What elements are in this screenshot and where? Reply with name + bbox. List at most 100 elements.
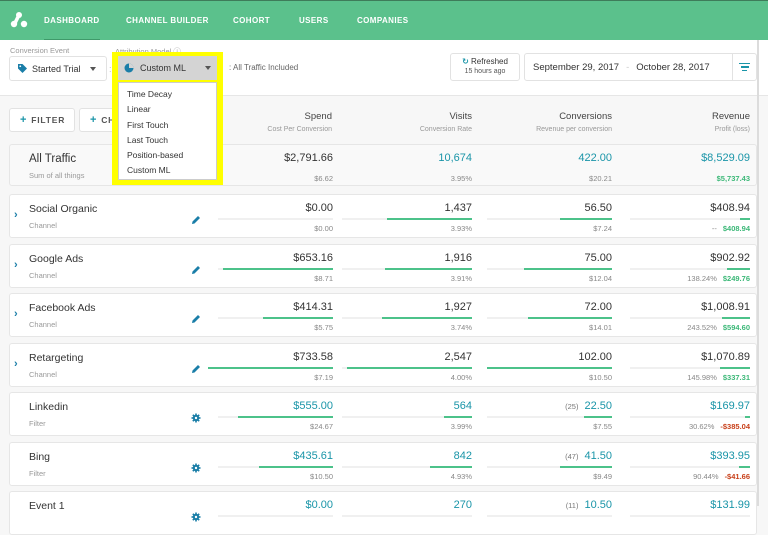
table-row[interactable]: Linkedin Filter $555.00 $24.67 564 3.99% (25) 2… (9, 392, 757, 436)
gear-icon[interactable] (191, 410, 201, 423)
expand-chevron-icon[interactable]: › (14, 357, 18, 370)
conversions-cell: (47) 41.50 $9.49 (480, 443, 612, 485)
spend-cell: $0.00 (208, 492, 333, 534)
column-header-revenue[interactable]: Revenue Profit (loss) (630, 111, 750, 133)
spend-value[interactable]: $0.00 (305, 499, 333, 511)
revenue-cell: $1,008.91 243.52% $594.60 (625, 294, 750, 336)
spend-bar (223, 267, 333, 270)
row-type: Channel (29, 270, 57, 280)
revenue-value[interactable]: $8,529.09 (701, 152, 750, 164)
tag-icon (18, 64, 27, 73)
visits-bar (430, 465, 472, 468)
spend-value: $653.16 (293, 251, 333, 264)
nav-cohort[interactable]: COHORT (233, 16, 271, 25)
bar-track (630, 515, 750, 517)
sort-menu-icon[interactable] (732, 54, 756, 80)
date-end[interactable]: October 28, 2017 (636, 61, 710, 73)
spend-cell: $555.00 $24.67 (208, 393, 333, 435)
row-name: Facebook Ads (29, 302, 96, 314)
gear-icon[interactable] (191, 509, 201, 522)
spend-value[interactable]: $435.61 (293, 449, 333, 462)
visits-bar (385, 267, 472, 270)
profit-value: $408.94 (722, 224, 750, 233)
column-subtitle: Revenue per conversion (536, 126, 612, 133)
revenue-value[interactable]: $169.97 (710, 400, 750, 412)
cost-per-conversion: $24.67 (310, 422, 333, 431)
visits-cell: 1,927 3.74% (336, 294, 472, 336)
column-header-spend[interactable]: Spend Cost Per Conversion (205, 111, 332, 133)
revenue-value[interactable]: $393.95 (710, 449, 750, 462)
conversions-cell: 422.00 $20.21 (480, 145, 612, 187)
visits-cell: 564 3.99% (336, 393, 472, 435)
add-filter-button[interactable]: + FILTER (9, 108, 75, 132)
conversions-value[interactable]: (25) 22.50 (565, 400, 612, 412)
roi-value: 90.44% (693, 471, 719, 481)
date-start[interactable]: September 29, 2017 (533, 61, 620, 73)
visits-value: 1,927 (444, 301, 472, 313)
expand-chevron-icon[interactable]: › (14, 209, 18, 221)
pencil-icon[interactable] (191, 212, 201, 224)
revenue-bar (720, 366, 750, 369)
table-row[interactable]: › Facebook Ads Channel $414.31 $5.75 1,927 3.7… (9, 293, 757, 337)
table-row[interactable]: Event 1 $0.00 270 (11) 10.50 $131.99 (9, 491, 757, 535)
column-title: Revenue (711, 111, 750, 122)
bar-track (487, 416, 612, 418)
bar-track (630, 317, 750, 319)
row-type: Filter (29, 468, 46, 478)
expand-chevron-icon[interactable]: › (14, 308, 18, 320)
conversions-value[interactable]: 422.00 (578, 152, 612, 164)
revenue-value: $1,070.89 (701, 350, 750, 363)
profit-value: $594.60 (722, 323, 750, 332)
column-header-visits[interactable]: Visits Conversion Rate (340, 111, 472, 133)
refresh-button[interactable]: ↻ Refreshed 15 hours ago (450, 53, 520, 81)
expand-chevron-icon[interactable]: › (14, 258, 18, 271)
menu-item-first-touch[interactable]: First Touch (127, 119, 169, 130)
spend-cell: $435.61 $10.50 (208, 443, 333, 485)
visits-value[interactable]: 10,674 (438, 152, 472, 164)
menu-item-time-decay[interactable]: Time Decay (127, 89, 173, 99)
pencil-icon[interactable] (191, 311, 201, 323)
spend-bar (259, 465, 333, 468)
revenue-per-conversion: $9.49 (593, 471, 612, 481)
revenue-value[interactable]: $131.99 (710, 499, 750, 511)
conversions-cell: (11) 10.50 (480, 492, 612, 534)
refresh-icon: ↻ (462, 57, 469, 66)
revenue-value: $1,008.91 (701, 301, 750, 313)
menu-item-position-based[interactable]: Position-based (127, 150, 184, 161)
menu-item-linear[interactable]: Linear (127, 104, 151, 115)
cost-per-conversion: $6.62 (314, 174, 333, 183)
row-name: Event 1 (29, 500, 65, 512)
nav-users[interactable]: USERS (299, 16, 329, 25)
conversion-event-select[interactable]: Started Trial (9, 56, 107, 81)
nav-channel-builder[interactable]: CHANNEL BUILDER (126, 16, 209, 25)
visits-value[interactable]: 564 (453, 400, 472, 412)
menu-item-custom-ml[interactable]: Custom ML (127, 165, 171, 176)
table-row[interactable]: › Retargeting Channel $733.58 $7.19 2,547 4.00… (9, 342, 757, 387)
roi-value: 30.62% (688, 422, 715, 431)
conversions-value[interactable]: (11) 10.50 (566, 499, 612, 511)
attribution-model-select[interactable]: Custom ML (118, 56, 217, 80)
nav-dashboard[interactable]: DASHBOARD (44, 16, 100, 41)
conversion-rate: 4.93% (450, 471, 472, 481)
conversions-number: 75.00 (584, 251, 612, 264)
revenue-cell: $393.95 90.44% -$41.66 (625, 443, 750, 485)
nav-companies[interactable]: COMPANIES (357, 16, 409, 25)
table-row[interactable]: › Google Ads Channel $653.16 $8.71 1,916 3.91%… (9, 243, 757, 288)
spend-value[interactable]: $555.00 (293, 400, 333, 412)
gear-icon[interactable] (191, 460, 201, 472)
top-nav: DASHBOARD CHANNEL BUILDER COHORT USERS C… (0, 0, 768, 41)
conversions-number: 41.50 (584, 449, 612, 462)
visits-value[interactable]: 270 (453, 499, 472, 511)
table-row[interactable]: Bing Filter $435.61 $10.50 842 4.93% (47) 41.50… (9, 441, 757, 486)
column-header-conversions[interactable]: Conversions Revenue per conversion (480, 111, 612, 133)
visits-value[interactable]: 842 (453, 449, 472, 462)
visits-bar (382, 317, 472, 319)
pencil-icon[interactable] (191, 262, 201, 274)
conversions-value[interactable]: (47) 41.50 (565, 450, 612, 462)
date-separator: - (626, 61, 630, 73)
pencil-icon[interactable] (191, 361, 201, 373)
logo-icon[interactable] (10, 11, 28, 29)
table-row[interactable]: › Social Organic Channel $0.00 $0.00 1,437 3.9… (9, 194, 757, 238)
menu-item-last-touch[interactable]: Last Touch (127, 134, 168, 145)
date-range-picker[interactable]: September 29, 2017 - October 28, 2017 (524, 53, 757, 81)
